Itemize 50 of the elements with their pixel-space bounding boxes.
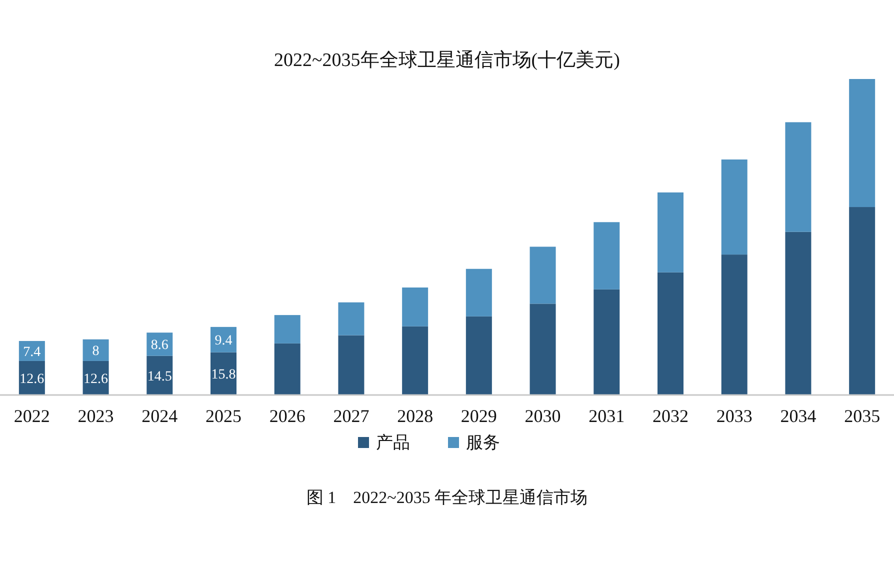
bar — [658, 272, 684, 395]
bar — [338, 302, 364, 336]
bar — [849, 207, 876, 395]
x-tick-label: 2022 — [14, 406, 50, 426]
bar — [530, 246, 556, 304]
data-label: 7.4 — [23, 344, 41, 360]
bar — [658, 192, 684, 272]
x-tick-label: 2029 — [460, 406, 497, 426]
chart-title: 2022~2035年全球卫星通信市场(十亿美元) — [274, 49, 620, 71]
bar — [402, 288, 428, 326]
bar — [594, 222, 620, 290]
bar — [274, 315, 300, 344]
caption: 图 1 2022~2035 年全球卫星通信市场 — [306, 488, 588, 507]
bar — [402, 326, 428, 395]
x-tick-label: 2035 — [844, 406, 880, 426]
x-tick-label: 2027 — [333, 406, 370, 426]
bar — [274, 343, 300, 395]
x-tick-label: 2026 — [269, 406, 306, 426]
bar — [338, 335, 364, 395]
data-label: 9.4 — [214, 334, 232, 349]
bar — [594, 289, 620, 395]
bar — [210, 326, 236, 352]
data-label: 15.8 — [211, 368, 236, 383]
x-tick-label: 2024 — [142, 406, 178, 426]
legend-label: 产品 — [376, 433, 410, 452]
legend-label: 服务 — [466, 433, 500, 452]
bar — [210, 352, 236, 395]
bar — [146, 356, 173, 395]
data-label: 12.6 — [84, 372, 108, 387]
data-label: 8.6 — [150, 338, 168, 354]
bar — [466, 316, 492, 395]
x-tick-label: 2030 — [524, 406, 561, 426]
bar — [721, 159, 748, 255]
data-label: 8 — [92, 344, 100, 360]
bar — [785, 122, 812, 232]
x-tick-label: 2032 — [652, 406, 688, 426]
x-tick-label: 2028 — [397, 406, 434, 426]
x-tick-label: 2031 — [588, 406, 625, 426]
x-tick-label: 2034 — [780, 406, 816, 426]
bar — [721, 254, 748, 395]
bar — [466, 268, 492, 316]
x-tick-label: 2033 — [716, 406, 752, 426]
x-tick-label: 2025 — [206, 406, 242, 426]
data-label: 12.6 — [20, 372, 44, 387]
x-tick-label: 2023 — [78, 406, 114, 426]
bar — [82, 339, 109, 361]
bar — [849, 79, 876, 208]
bar — [530, 304, 556, 395]
bar — [785, 232, 812, 395]
data-label: 14.5 — [147, 369, 172, 384]
